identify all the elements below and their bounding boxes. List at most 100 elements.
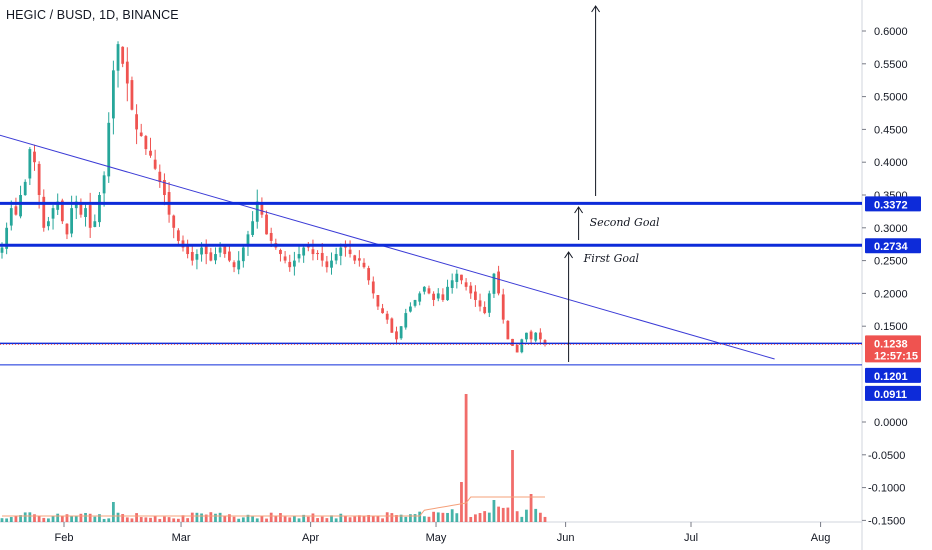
- candle-body: [14, 206, 18, 215]
- candle-body: [228, 251, 231, 261]
- first-goal-arrow-head: [564, 251, 574, 259]
- candle-body: [149, 150, 152, 156]
- candle-body: [28, 149, 32, 179]
- volume-bar: [209, 512, 213, 522]
- candle-body: [334, 254, 338, 261]
- volume-bar: [5, 518, 9, 522]
- volume-bar: [186, 518, 190, 522]
- volume-bar: [399, 514, 403, 522]
- candle-body: [251, 221, 255, 235]
- volume-bar: [543, 516, 547, 522]
- volume-bar: [538, 512, 542, 522]
- candle-body: [371, 281, 375, 294]
- current-price-badge: [865, 335, 921, 363]
- candle-body: [111, 70, 115, 119]
- candle-body: [538, 332, 542, 340]
- candle-body: [144, 136, 148, 150]
- volume-bar: [297, 518, 301, 522]
- candle-body: [9, 208, 13, 226]
- volume-bar: [241, 517, 245, 522]
- candle-body: [436, 293, 440, 299]
- candle-body: [214, 254, 217, 261]
- candle-body: [483, 306, 487, 314]
- candle-body: [357, 258, 361, 261]
- volume-bar: [478, 513, 482, 522]
- volume-bar: [283, 516, 287, 522]
- candle-body: [102, 175, 106, 194]
- candle-body: [422, 286, 426, 292]
- volume-bar: [125, 517, 129, 522]
- volume-bar: [172, 518, 176, 522]
- candle-body: [534, 332, 538, 341]
- time-tick-label: Mar: [172, 532, 191, 544]
- candle-body: [204, 245, 208, 255]
- volume-bar: [334, 518, 338, 522]
- candle-body: [460, 274, 463, 281]
- price-tick-label: 0.4000: [874, 157, 908, 169]
- volume-bar: [492, 500, 496, 522]
- candle-body: [385, 313, 389, 320]
- candle-body: [441, 294, 445, 300]
- volume-bar: [330, 515, 333, 522]
- candle-body: [353, 255, 357, 261]
- time-tick-label: Jul: [684, 532, 698, 544]
- candle-body: [302, 247, 306, 256]
- volume-bar: [23, 512, 27, 522]
- candle-body: [98, 195, 101, 223]
- candle-body: [367, 268, 371, 281]
- candle-body: [525, 332, 528, 340]
- volume-bar: [441, 512, 445, 522]
- volume-bar: [515, 511, 519, 522]
- volume-bar: [70, 515, 74, 522]
- candle-body: [195, 254, 199, 260]
- candle-body: [464, 282, 468, 287]
- support-badge-text: 0.1201: [874, 371, 908, 383]
- volume-bar: [0, 518, 4, 522]
- volume-bar: [427, 516, 431, 522]
- first-goal-badge: [865, 238, 921, 254]
- price-tick-label: 0.5500: [874, 59, 908, 71]
- candle-body: [232, 262, 236, 268]
- volume-bar: [325, 518, 329, 522]
- volume-bar: [204, 514, 208, 522]
- first-goal-annotation: First Goal: [583, 252, 640, 265]
- candle-body: [19, 195, 22, 217]
- candle-body: [172, 215, 176, 228]
- candle-body: [399, 326, 403, 339]
- volume-bar: [223, 515, 227, 522]
- candle-body: [237, 260, 241, 270]
- volume-bar: [497, 506, 500, 522]
- volume-bar: [288, 517, 292, 522]
- volume-bar: [200, 513, 203, 522]
- candle-body: [218, 247, 222, 253]
- candle-body: [186, 245, 190, 255]
- lower-tick-label: 0.0000: [874, 417, 908, 429]
- candle-body: [404, 313, 408, 328]
- volume-bar: [51, 515, 55, 522]
- volume-bar: [167, 517, 171, 522]
- candle-body: [158, 171, 162, 182]
- volume-bar: [98, 514, 101, 522]
- candle-body: [506, 320, 510, 340]
- candle-body: [427, 288, 431, 294]
- candle-body: [395, 331, 398, 340]
- volume-bar: [149, 517, 152, 522]
- candle-body: [51, 208, 55, 219]
- candle-body: [450, 280, 454, 288]
- first-goal-badge-text: 0.2734: [874, 241, 909, 253]
- candle-body: [288, 261, 292, 268]
- volume-bar: [107, 518, 111, 522]
- candle-body: [446, 286, 449, 301]
- volume-bar: [93, 516, 97, 522]
- bottom-badge: [865, 385, 921, 401]
- volume-bar: [121, 514, 125, 522]
- symbol-title: HEGIC / BUSD, 1D, BINANCE: [6, 8, 179, 22]
- candle-body: [297, 254, 301, 259]
- volume-bar: [311, 513, 315, 522]
- second-goal-badge-text: 0.3372: [874, 199, 908, 211]
- candle-body: [125, 61, 129, 84]
- volume-bar: [381, 518, 384, 522]
- volume-bar: [195, 512, 199, 522]
